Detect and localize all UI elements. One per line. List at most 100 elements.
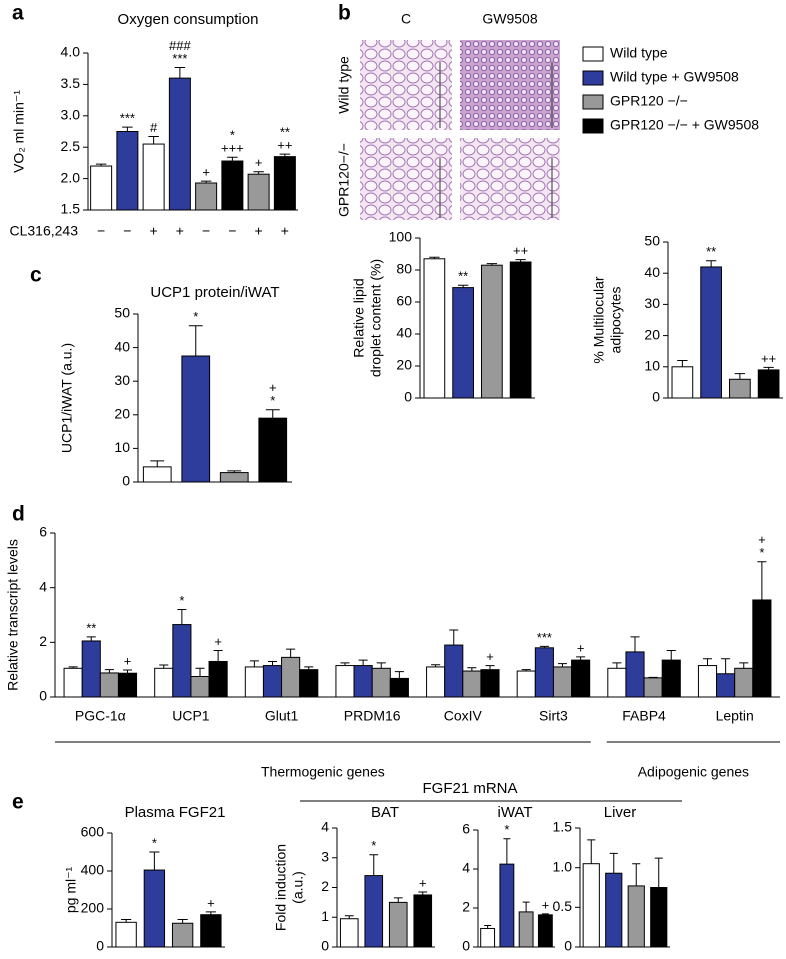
error-bar: [200, 180, 212, 183]
significance-label: +: [486, 649, 494, 664]
error-bar: [612, 662, 622, 669]
error-bar: [213, 650, 223, 662]
bar: [371, 667, 391, 698]
significance-label: **: [86, 620, 96, 635]
significance-label: *: [270, 393, 275, 408]
group-label: Thermogenic genes: [261, 764, 385, 780]
significance-label: +: [758, 532, 766, 547]
y-tick-label: 0: [321, 938, 329, 954]
bar: [605, 872, 623, 948]
bar: [627, 885, 645, 948]
chart-title: Plasma FGF21: [125, 804, 226, 821]
bar: [671, 366, 694, 399]
bar: [444, 644, 464, 698]
group-label: Adipogenic genes: [638, 764, 749, 780]
y-tick-label: 0: [96, 938, 104, 954]
error-bar: [515, 259, 526, 262]
error-bar: [587, 839, 596, 864]
x-tick-label: CoxIV: [444, 708, 483, 724]
bar: [63, 667, 83, 698]
bar: [757, 369, 780, 399]
bar: [571, 659, 591, 698]
significance-label: +: [542, 897, 550, 912]
significance-label: *: [179, 593, 184, 608]
error-bar: [467, 667, 477, 672]
error-bar: [557, 663, 568, 667]
error-bar: [457, 284, 469, 288]
y-tick-label: 0: [652, 389, 660, 405]
bar: [607, 667, 627, 698]
chart-title: Liver: [604, 804, 637, 821]
bar: [221, 160, 244, 211]
y-axis-label: Fold induction: [273, 844, 289, 931]
bar: [388, 901, 408, 948]
legend-label: GPR120 −/− + GW9508: [610, 117, 759, 133]
error-bar: [576, 656, 586, 661]
error-bar: [121, 918, 132, 923]
significance-label: +++: [221, 141, 244, 156]
bar: [190, 676, 210, 698]
error-bar: [195, 667, 205, 677]
y-tick-label: 4: [462, 860, 470, 876]
y-tick-label: 400: [81, 862, 105, 878]
error-bar: [763, 366, 774, 370]
histology-image: [460, 40, 560, 130]
error-bar: [267, 660, 278, 666]
y-axis-label: adipocytes: [608, 287, 624, 354]
error-bar: [654, 857, 663, 888]
y-tick-label: 200: [81, 900, 105, 916]
error-bar: [149, 851, 160, 871]
y-tick-label: 0: [564, 938, 572, 954]
error-bar: [122, 126, 133, 132]
error-bar: [734, 373, 746, 380]
chart-title: Oxygen consumption: [118, 11, 259, 28]
y-axis-label: Relative lipid: [351, 278, 367, 357]
chart-title: BAT: [371, 804, 399, 821]
error-bar: [227, 470, 242, 473]
bar: [518, 911, 534, 948]
error-bar: [150, 460, 165, 467]
bar: [244, 666, 264, 698]
bar: [258, 417, 288, 483]
y-tick-label: 4.0: [61, 44, 81, 60]
error-bar: [539, 645, 549, 648]
legend-swatch: [582, 70, 604, 86]
bar: [299, 669, 319, 698]
y-tick-label: 4: [39, 578, 47, 594]
bar: [154, 667, 174, 698]
legend-label: Wild type + GW9508: [610, 69, 739, 85]
error-bar: [449, 629, 459, 646]
panel-label: a: [12, 2, 24, 25]
bar: [99, 672, 119, 698]
y-tick-label: 3.5: [61, 75, 81, 91]
bar: [452, 287, 474, 399]
bar: [534, 647, 554, 698]
error-bar: [249, 660, 259, 667]
error-bar: [429, 256, 440, 259]
error-bar: [174, 66, 186, 79]
y-tick-label: 0: [39, 688, 47, 704]
y-tick-label: 40: [396, 325, 412, 341]
bar: [116, 131, 139, 211]
y-axis-label: (a.u.): [290, 871, 306, 904]
error-bar: [632, 863, 641, 886]
legend-label: Wild type: [610, 45, 668, 61]
y-tick-label: 0: [462, 938, 470, 954]
bar: [661, 659, 681, 698]
error-bar: [431, 664, 441, 667]
x-tick-label: −: [123, 223, 131, 239]
significance-label: +: [207, 895, 215, 910]
significance-label: ***: [120, 111, 135, 126]
error-bar: [205, 911, 216, 915]
x-tick-label: Glut1: [265, 708, 299, 724]
y-tick-label: 20: [644, 326, 660, 342]
significance-label: **: [458, 269, 468, 284]
bar: [643, 677, 663, 698]
bar: [716, 673, 736, 698]
error-bar: [739, 662, 749, 669]
bar: [339, 918, 359, 948]
x-tick-label: Leptin: [716, 708, 754, 724]
y-axis-label: % Multilocular: [591, 276, 607, 363]
legend-swatch: [582, 94, 604, 110]
panel-label: e: [12, 791, 24, 814]
